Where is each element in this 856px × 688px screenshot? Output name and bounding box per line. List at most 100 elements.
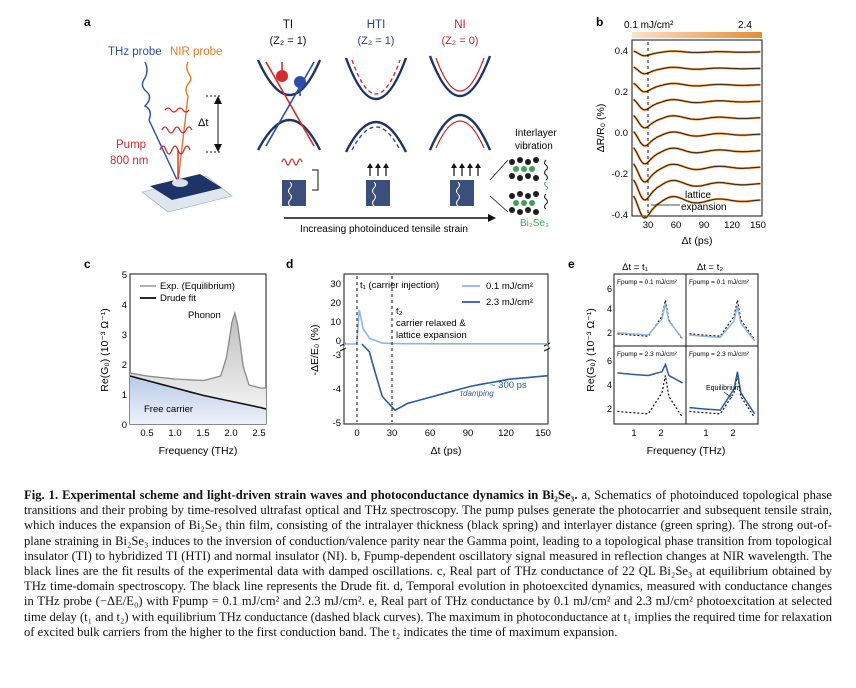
e2-equilibrium-curve (689, 299, 756, 341)
equilibrium-label: Equilibrium (706, 385, 741, 392)
b-xtick-1: 60 (671, 220, 682, 231)
d-ytick-4: -3 (333, 350, 341, 361)
nir-probe-beam (177, 61, 192, 183)
b-ytick-2: 0.0 (615, 128, 628, 139)
legend-drude: Drude fit (160, 293, 196, 304)
b-fit-trace (633, 99, 761, 111)
b-xtick-2: 90 (699, 220, 710, 231)
panel-b: b 0.1 mJ/cm² 2.4 lattice expansion 0.4 0… (595, 15, 766, 247)
b-fit-trace (633, 50, 761, 57)
panel-b-traces (632, 49, 761, 220)
c-xtick-1: 1.0 (168, 428, 181, 439)
b-xtick-3: 120 (724, 220, 740, 231)
e-xtick-2: 1 (703, 428, 708, 439)
e-ytick-2: 2 (607, 328, 612, 338)
d-ytick-2: 10 (330, 317, 341, 328)
axis-break-marks (339, 342, 551, 352)
spin-down-icon (294, 76, 306, 88)
caption-body: a, Schematics of photoinduced topologica… (24, 488, 832, 639)
strain-box-ni (450, 163, 481, 207)
e-ytick-5: 2 (607, 404, 612, 414)
panel-b-letter: b (596, 15, 603, 29)
phase-hti-z2: (Z₂ = 1) (358, 35, 395, 47)
t1-label: t₁ (carrier injection) (360, 280, 439, 291)
b-fit-trace (633, 179, 761, 201)
e-ylabel: Re(G₀) (10⁻³ Ω⁻¹) (585, 308, 597, 391)
d-xtick-0: 0 (354, 428, 359, 439)
legend-exp: Exp. (Equilibrium) (160, 281, 235, 292)
c-xlabel: Frequency (THz) (159, 445, 238, 457)
figure-panels: a THz probe NIR probe Pump 800 nm Δt TI … (84, 15, 766, 457)
exp-equilibrium-curve (129, 310, 266, 389)
material-label: Bi₂Se₃ (520, 218, 549, 229)
legend-high: 2.3 mJ/cm² (486, 297, 533, 308)
e4-equilibrium-curve (689, 375, 756, 418)
panel-d-letter: d (286, 257, 293, 271)
thz-probe-label: THz probe (108, 46, 162, 58)
t2-desc-1: carrier relaxed & (396, 318, 466, 329)
d-ytick-1: 20 (330, 298, 341, 309)
d-xtick-3: 90 (463, 428, 474, 439)
b-fit-trace (633, 163, 761, 183)
fluence-low-label: 0.1 mJ/cm² (624, 20, 674, 31)
thz-probe-beam (141, 61, 179, 183)
b-fit-trace (633, 82, 761, 93)
fluence-gradient-bar (632, 32, 762, 38)
d-xtick-2: 60 (425, 428, 436, 439)
trace-high-fluence (361, 343, 549, 412)
b-ytick-3: -0.2 (612, 169, 628, 180)
vibration-label-2: vibration (515, 141, 553, 152)
e1-data-curve (617, 303, 684, 339)
spin-up-icon (276, 70, 288, 82)
caption-title: Experimental scheme and light-driven str… (62, 488, 578, 502)
e3-data-curve (617, 362, 683, 384)
c-xtick-0: 0.5 (140, 428, 153, 439)
panel-e-letter: e (568, 257, 575, 271)
e-ytick-3: 6 (607, 356, 612, 366)
e-ytick-4: 4 (607, 380, 612, 390)
panel-a-letter: a (84, 15, 91, 29)
e-flabel-4: Fpump = 2.3 mJ/cm² (689, 351, 750, 358)
e-subplot-4 (685, 345, 759, 425)
phase-ti-z2: (Z₂ = 1) (270, 35, 307, 47)
ni-band-diagram (428, 55, 492, 151)
c-ytick-2: 2 (122, 360, 127, 371)
phase-ni-z2: (Z₂ = 0) (442, 35, 479, 47)
b-ylabel: ΔR/R₀ (%) (595, 104, 607, 153)
drude-fit-curve (129, 375, 267, 410)
b-fit-trace (633, 115, 761, 129)
d-ytick-3: 0 (336, 336, 341, 347)
e-xtick-3: 2 (730, 428, 735, 439)
free-carrier-area (130, 376, 266, 424)
c-ylabel: Re(G₀) (10⁻³ Ω⁻¹) (99, 308, 111, 391)
phase-ti-name: TI (283, 19, 293, 31)
b-xtick-4: 150 (750, 220, 766, 231)
e4-data-curve (689, 371, 756, 415)
panel-e: e Δt = t₁ Δt = t₂ Fpump = 0.1 mJ/cm² Fpu… (568, 257, 759, 457)
d-xtick-1: 30 (387, 428, 398, 439)
c-ytick-1: 1 (122, 390, 127, 401)
pump-wavelength-label: 800 nm (110, 155, 148, 167)
e-ytick-0: 6 (607, 284, 612, 294)
phase-ni-name: NI (454, 19, 466, 31)
strain-box-hti (366, 163, 390, 207)
sample-film (150, 174, 222, 200)
c-xtick-3: 2.0 (224, 428, 237, 439)
panel-a: a THz probe NIR probe Pump 800 nm Δt TI … (84, 15, 557, 235)
e3-equilibrium-curve (617, 375, 684, 418)
c-ytick-0: 0 (122, 420, 127, 431)
e-xtick-0: 1 (631, 428, 636, 439)
d-ytick-5: -4 (333, 384, 341, 395)
pump-label: Pump (116, 139, 146, 151)
e-flabel-1: Fpump = 0.1 mJ/cm² (617, 279, 678, 286)
d-ytick-6: -5 (333, 418, 341, 429)
d-xtick-4: 120 (498, 428, 514, 439)
b-fit-trace (633, 131, 761, 147)
hti-band-diagram (344, 57, 408, 153)
phonon-label: Phonon (188, 310, 221, 321)
delay-label: Δt (198, 117, 208, 129)
vibration-label-1: Interlayer (515, 128, 557, 139)
c-ytick-4: 4 (122, 300, 127, 311)
free-carrier-label: Free carrier (144, 404, 193, 415)
e2-data-curve (689, 305, 756, 342)
